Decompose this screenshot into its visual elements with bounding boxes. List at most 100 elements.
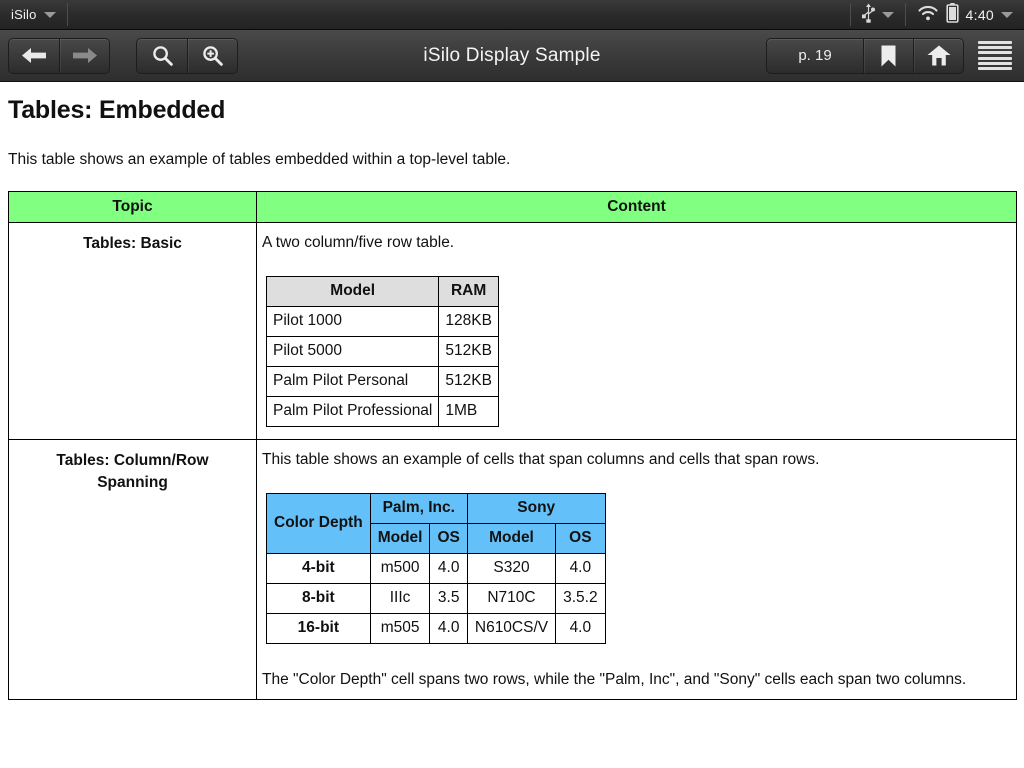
spanning-cell-sony-os: 4.0 bbox=[555, 612, 606, 644]
search-icon bbox=[152, 45, 173, 66]
spanning-cell-sony-model: N710C bbox=[466, 582, 557, 614]
spanning-cell-sony-model: S320 bbox=[466, 552, 557, 584]
spanning-header-sony-model: Model bbox=[466, 522, 557, 554]
table-row: Tables: Column/Row Spanning This table s… bbox=[8, 438, 1017, 700]
basic-cell-ram: 1MB bbox=[438, 395, 499, 427]
table-row: 16-bit m505 4.0 N610CS/V 4.0 bbox=[266, 612, 606, 644]
table-row: 8-bit IIIc 3.5 N710C 3.5.2 bbox=[266, 582, 606, 614]
menu-icon-line bbox=[978, 51, 1012, 55]
basic-cell-ram: 512KB bbox=[438, 335, 499, 367]
zoom-in-button[interactable] bbox=[187, 38, 237, 73]
spanning-inner-table: Color Depth Palm, Inc. Sony Model OS Mod… bbox=[266, 492, 606, 644]
basic-cell-model: Pilot 1000 bbox=[265, 305, 440, 337]
battery-icon bbox=[945, 3, 959, 26]
toolbar-right-group: p. 19 bbox=[766, 37, 1016, 74]
search-button-group bbox=[136, 37, 238, 74]
basic-header-model: Model bbox=[265, 275, 440, 307]
spanning-cell-palm-model: m505 bbox=[369, 612, 431, 644]
spanning-header-sony-os: OS bbox=[555, 522, 606, 554]
bookmark-icon bbox=[880, 45, 897, 67]
menu-icon-line bbox=[978, 67, 1012, 71]
basic-cell-model: Palm Pilot Personal bbox=[265, 365, 440, 397]
spanning-cell-palm-os: 4.0 bbox=[429, 612, 468, 644]
status-bar: iSilo bbox=[0, 0, 1024, 30]
table-header-row: Topic Content bbox=[8, 191, 1017, 223]
menu-icon-line bbox=[978, 56, 1012, 60]
spanning-cell-sony-os: 4.0 bbox=[555, 552, 606, 584]
status-bar-spacer bbox=[68, 0, 850, 29]
basic-cell-ram: 128KB bbox=[438, 305, 499, 337]
basic-inner-table: Model RAM Pilot 1000 128KB Pilot 5000 51… bbox=[265, 275, 499, 427]
divider bbox=[849, 3, 851, 26]
search-button[interactable] bbox=[137, 39, 187, 73]
spanning-cell-sony-model: N610CS/V bbox=[466, 612, 557, 644]
table-header-row: Color Depth Palm, Inc. Sony bbox=[266, 492, 606, 554]
spanning-cell-palm-os: 3.5 bbox=[429, 582, 468, 614]
intro-paragraph: This table shows an example of tables em… bbox=[8, 151, 511, 168]
wifi-icon bbox=[917, 4, 939, 25]
app-menu-button[interactable]: iSilo bbox=[0, 0, 67, 29]
forward-button[interactable] bbox=[59, 38, 109, 73]
table-subheader-row: Model OS Model OS bbox=[267, 522, 606, 554]
table-row: Pilot 5000 512KB bbox=[265, 335, 499, 367]
basic-cell-model: Pilot 5000 bbox=[265, 335, 440, 367]
table-row: Palm Pilot Personal 512KB bbox=[265, 365, 499, 397]
spanning-cell-depth: 4-bit bbox=[266, 552, 371, 584]
system-tray-button[interactable]: 4:40 bbox=[906, 0, 1024, 29]
divider bbox=[66, 3, 68, 26]
basic-table-caption: A two column/five row table. bbox=[262, 234, 455, 251]
outer-header-topic: Topic bbox=[8, 191, 257, 223]
table-row: Pilot 1000 128KB bbox=[265, 305, 499, 337]
spanning-header-palm-os: OS bbox=[429, 522, 468, 554]
arrow-left-icon bbox=[22, 47, 46, 64]
toolbar: iSilo Display Sample p. 19 bbox=[0, 30, 1024, 82]
usb-status-button[interactable] bbox=[851, 0, 905, 29]
page-number-button[interactable]: p. 19 bbox=[798, 47, 832, 64]
chevron-down-icon bbox=[43, 11, 56, 18]
page-title: Tables: Embedded bbox=[8, 96, 226, 124]
table-row: 4-bit m500 4.0 S320 4.0 bbox=[266, 552, 606, 584]
table-header-row: Model RAM bbox=[265, 275, 499, 307]
basic-cell-ram: 512KB bbox=[438, 365, 499, 397]
content-cell-basic: A two column/five row table. Model RAM P… bbox=[256, 222, 1017, 440]
chevron-down-icon bbox=[1001, 11, 1013, 18]
basic-header-ram: RAM bbox=[438, 275, 499, 307]
content-cell-spanning: This table shows an example of cells tha… bbox=[256, 438, 1017, 700]
spanning-header-color-depth: Color Depth bbox=[266, 492, 371, 554]
spanning-cell-palm-os: 4.0 bbox=[429, 552, 468, 584]
table-row: Palm Pilot Professional 1MB bbox=[265, 395, 499, 427]
back-button[interactable] bbox=[9, 39, 59, 73]
home-icon bbox=[927, 45, 951, 66]
spanning-header-sony: Sony bbox=[466, 492, 606, 524]
spanning-cell-depth: 8-bit bbox=[266, 582, 371, 614]
page-tools-group: p. 19 bbox=[766, 37, 964, 74]
topic-cell-spanning: Tables: Column/Row Spanning bbox=[8, 438, 257, 700]
embedded-tables-outer-table: Topic Content Tables: Basic A two column… bbox=[8, 191, 1017, 700]
menu-button[interactable] bbox=[978, 40, 1012, 71]
spanning-cell-palm-model: IIIc bbox=[369, 582, 431, 614]
app-name-label: iSilo bbox=[11, 7, 37, 22]
home-button[interactable] bbox=[913, 38, 963, 73]
spanning-header-palm-model: Model bbox=[369, 522, 431, 554]
divider bbox=[904, 3, 906, 26]
bookmark-button[interactable] bbox=[863, 38, 913, 73]
spanning-table-note: The "Color Depth" cell spans two rows, w… bbox=[262, 670, 967, 688]
spanning-header-palm: Palm, Inc. bbox=[369, 492, 468, 524]
menu-icon-line bbox=[978, 45, 1012, 49]
spanning-cell-depth: 16-bit bbox=[266, 612, 371, 644]
topic-cell-basic: Tables: Basic bbox=[8, 222, 257, 440]
basic-cell-model: Palm Pilot Professional bbox=[265, 395, 440, 427]
menu-icon-line bbox=[978, 40, 1012, 44]
navigation-button-group bbox=[8, 37, 110, 74]
clock-label: 4:40 bbox=[965, 6, 994, 23]
document-content: Tables: Embedded This table shows an exa… bbox=[0, 82, 1024, 767]
table-row: Tables: Basic A two column/five row tabl… bbox=[8, 222, 1017, 440]
usb-icon bbox=[861, 3, 875, 26]
zoom-in-icon bbox=[202, 45, 223, 66]
chevron-down-icon bbox=[881, 11, 894, 18]
arrow-right-icon bbox=[72, 47, 97, 64]
spanning-cell-sony-os: 3.5.2 bbox=[555, 582, 606, 614]
spanning-table-caption: This table shows an example of cells tha… bbox=[262, 450, 820, 468]
outer-header-content: Content bbox=[256, 191, 1017, 223]
spanning-cell-palm-model: m500 bbox=[369, 552, 431, 584]
